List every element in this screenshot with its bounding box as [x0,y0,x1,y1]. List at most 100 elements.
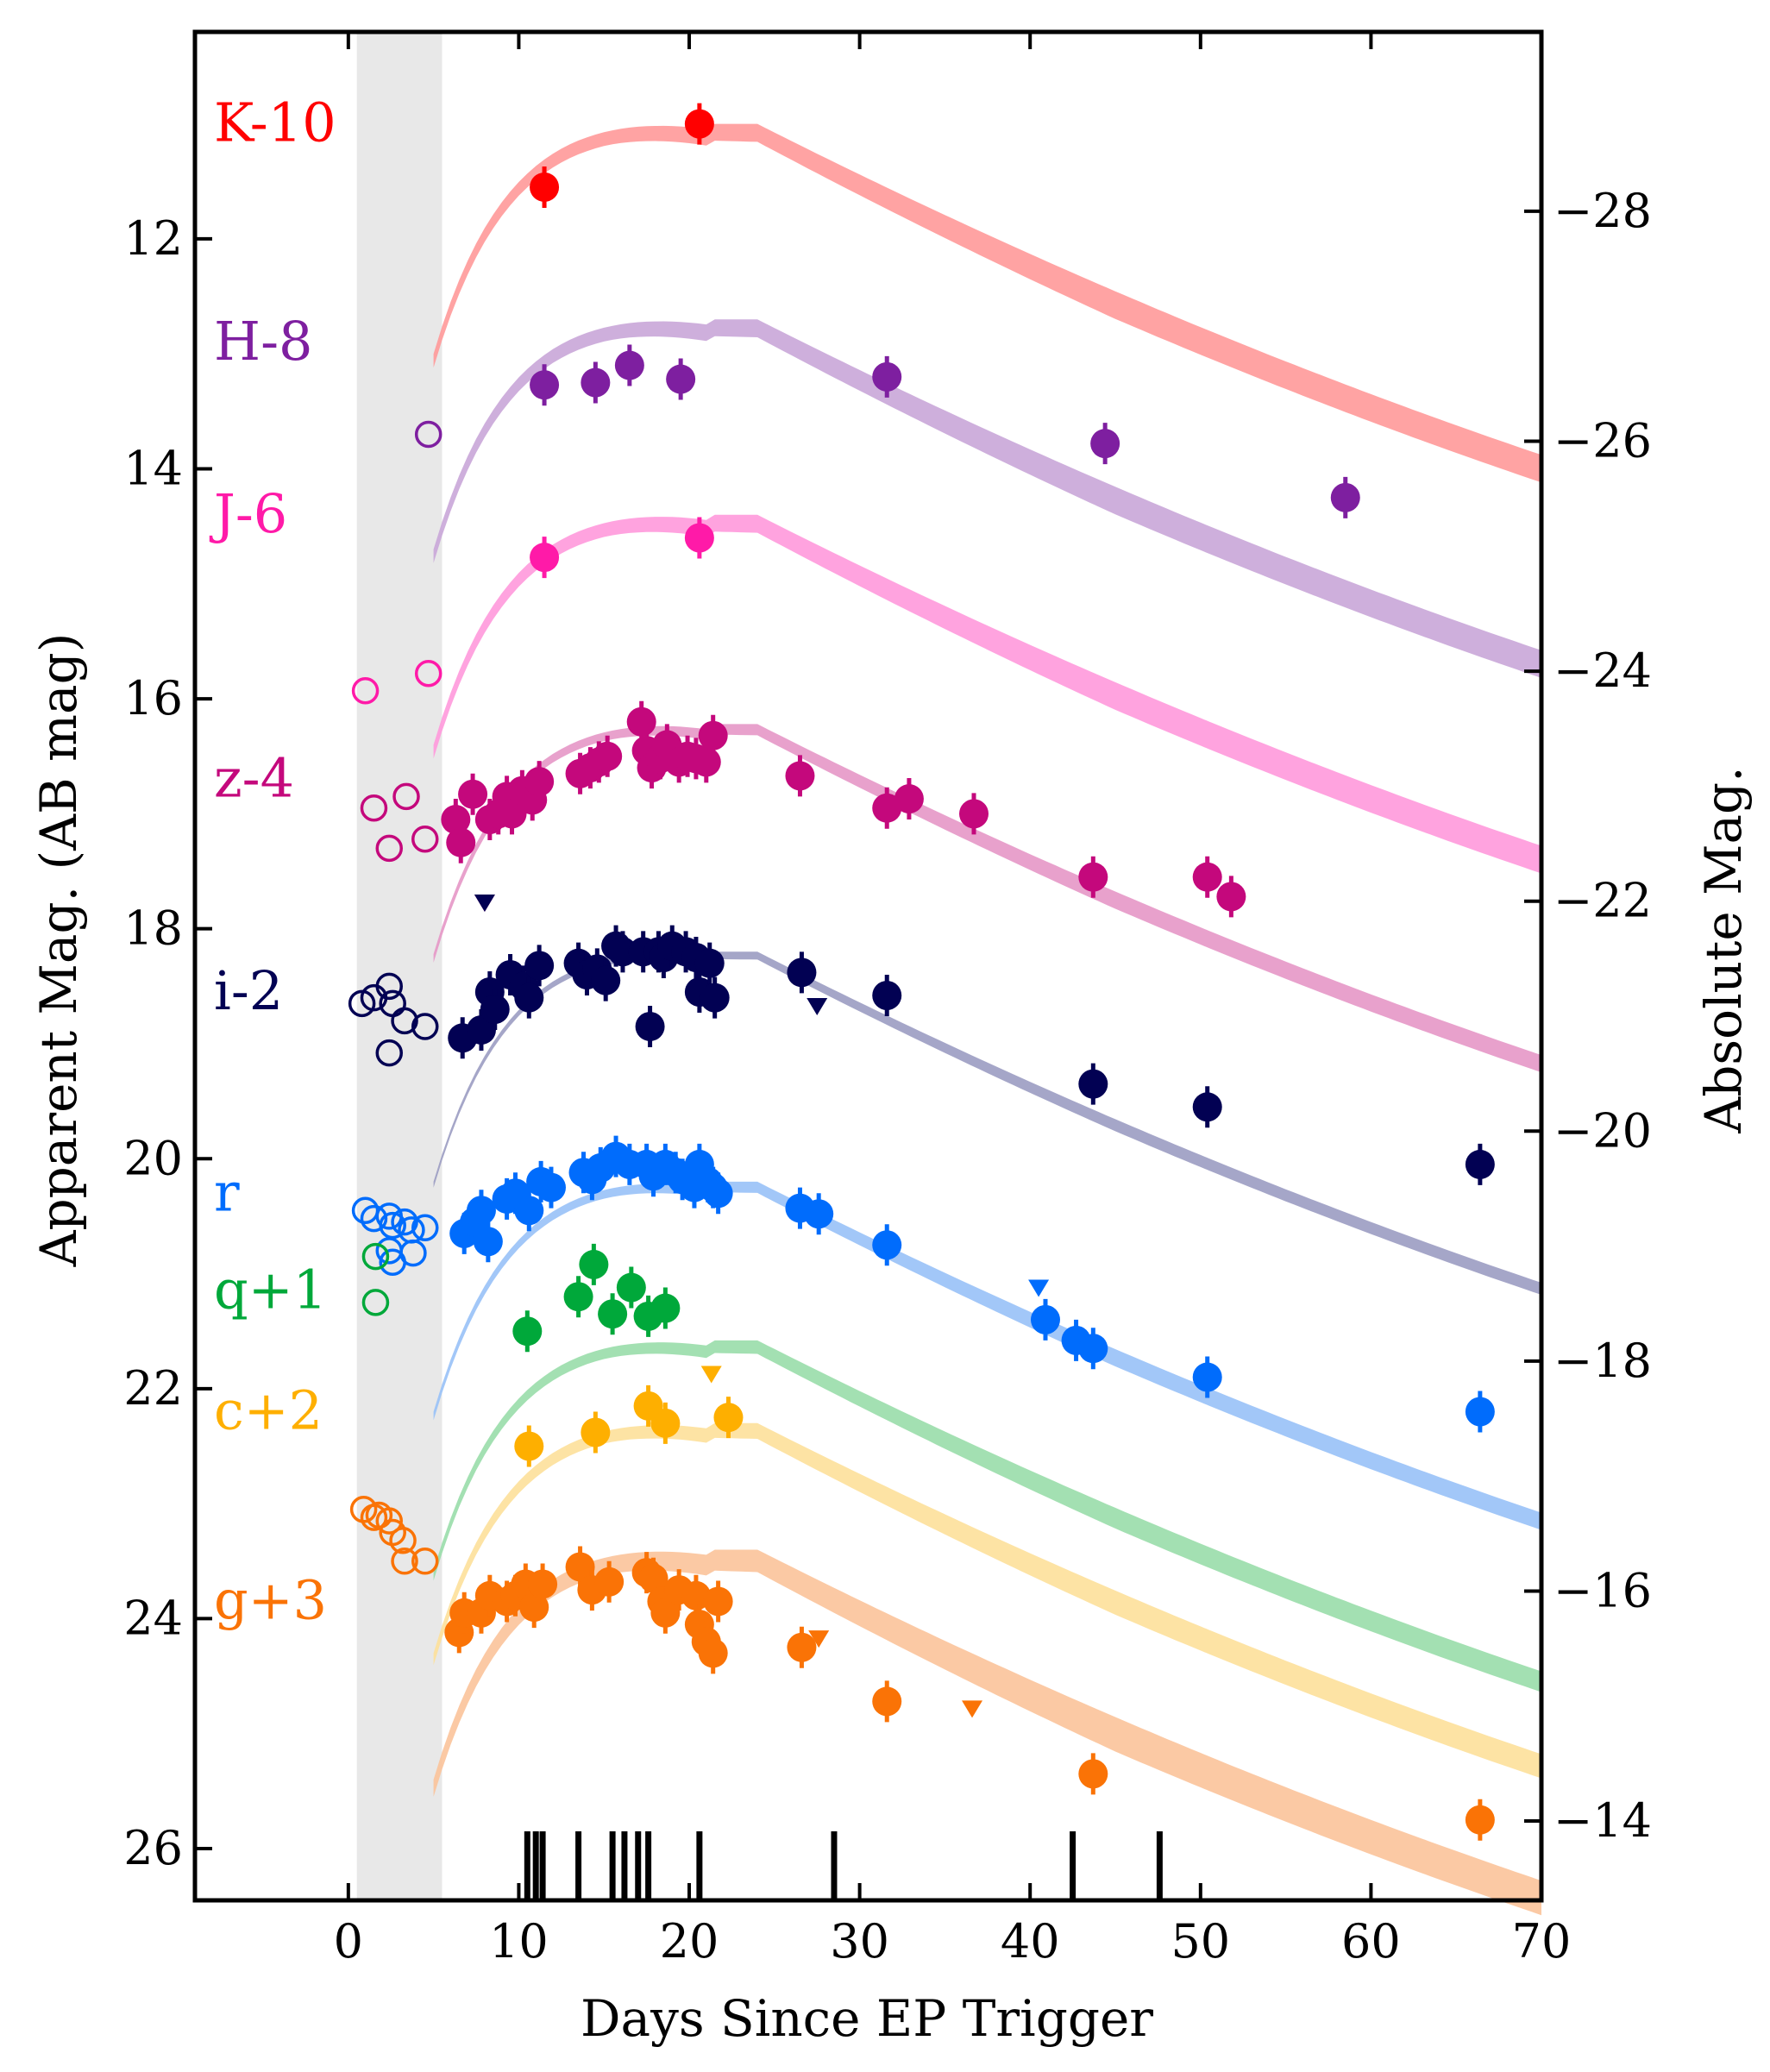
data-point-H8 [1090,429,1120,459]
model-curve-K10 [433,123,1542,483]
data-point-q1 [512,1316,543,1347]
data-point-r [1078,1334,1108,1364]
open-point-g3 [411,1548,439,1575]
data-point-i2 [635,1011,665,1041]
data-point-c2 [650,1408,681,1438]
data-point-g3 [703,1586,733,1617]
data-point-K10 [684,109,714,139]
open-point-q1 [361,1242,390,1271]
data-point-z4 [458,779,488,809]
upper-limit-g3 [962,1700,983,1718]
data-point-z4 [441,805,471,835]
data-point-z4 [698,720,728,750]
band-label-H8: H-8 [214,310,312,373]
data-point-z4 [593,741,623,771]
upper-limit-i2 [474,895,495,913]
shaded-region-layer [356,32,442,1900]
band-label-J6: J-6 [209,482,287,545]
band-labels-layer: K-10 H-8 J-6 z-4 i-2 r q+1 c+2 g+3 [209,91,336,1632]
open-point-i2 [411,1013,439,1040]
upper-limit-i2 [807,997,828,1015]
band-label-g3: g+3 [214,1568,327,1631]
x-tick-label: 70 [1512,1914,1572,1968]
data-point-r [1465,1397,1495,1427]
data-point-r [1030,1304,1060,1334]
x-tick-label: 40 [1001,1914,1060,1968]
abs-tick-label: −18 [1553,1334,1652,1388]
data-point-g3 [872,1686,902,1717]
abs-tick-label: −22 [1553,874,1652,928]
upper-limit-g3 [808,1630,830,1648]
epoch-ticks-layer [524,1831,1163,1900]
y-axis-title: Apparent Mag. (AB mag) [29,633,88,1268]
data-point-z4 [446,827,476,857]
data-point-z4 [959,799,989,829]
x-tick-label: 0 [334,1914,363,1968]
band-label-c2: c+2 [214,1379,323,1442]
abs-tick-label: −28 [1553,184,1652,238]
data-point-i2 [524,951,555,981]
open-point-r [399,1239,427,1267]
data-point-i2 [1078,1069,1108,1099]
x-axis-title: Days Since EP Trigger [581,1989,1153,2048]
data-point-z4 [1216,882,1246,912]
open-point-i2 [375,1039,404,1067]
data-point-c2 [514,1431,544,1461]
band-label-q1: q+1 [214,1259,327,1322]
abs-tick-label: −26 [1553,414,1652,468]
data-point-r [1192,1362,1222,1392]
data-point-i2 [787,958,817,988]
data-point-z4 [691,747,721,777]
data-point-H8 [614,350,644,380]
data-point-i2 [514,983,544,1013]
data-point-r [466,1196,496,1226]
data-point-q1 [579,1249,609,1279]
data-point-i2 [591,965,621,995]
data-point-r [473,1227,503,1257]
y-tick-label: 16 [123,671,183,725]
data-point-H8 [1330,482,1360,512]
data-point-q1 [598,1299,628,1329]
data-point-q1 [616,1272,646,1303]
data-point-z4 [894,784,924,814]
early-time-shaded-region [356,32,442,1900]
data-point-i2 [694,948,725,978]
data-point-g3 [1465,1805,1495,1835]
open-point-g3 [375,1507,404,1535]
data-point-i2 [700,983,730,1013]
plot-frame [192,29,1544,1903]
open-point-z4 [360,794,388,822]
data-point-i2 [607,937,637,967]
data-point-g3 [565,1552,595,1582]
data-point-g3 [528,1569,558,1599]
open-point-r [379,1211,406,1240]
data-point-g3 [681,1580,711,1611]
data-point-g3 [698,1638,728,1668]
data-point-z4 [626,706,656,737]
open-point-g3 [391,1548,418,1575]
x-tick-label: 60 [1341,1914,1401,1968]
axes-layer: 0 10 20 30 40 50 60 70 12 14 16 18 20 22 24 26 −28 −26 −24… [123,29,1652,1968]
abs-tick-label: −24 [1553,644,1652,698]
open-point-g3 [389,1527,417,1554]
x-tick-label: 20 [660,1914,719,1968]
data-point-z4 [524,767,555,797]
data-point-c2 [581,1417,611,1447]
data-point-i2 [872,980,902,1010]
x-tick-label: 50 [1171,1914,1230,1968]
data-point-q1 [563,1282,593,1312]
data-point-i2 [480,994,510,1024]
data-point-i2 [1465,1149,1495,1179]
y-tick-label: 20 [123,1131,183,1185]
open-point-z4 [392,782,420,811]
data-point-c2 [713,1403,744,1433]
open-point-z4 [411,825,439,853]
data-point-H8 [872,361,902,392]
data-point-z4 [1078,862,1108,892]
open-point-i2 [391,1007,418,1035]
y-tick-label: 24 [123,1591,183,1645]
open-point-J6 [351,677,380,705]
open-point-r [360,1204,388,1233]
abs-tick-label: −20 [1553,1103,1652,1158]
